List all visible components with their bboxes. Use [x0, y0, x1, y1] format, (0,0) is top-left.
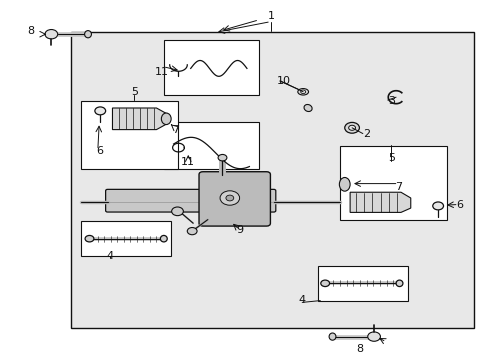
Bar: [339, 146, 447, 220]
FancyBboxPatch shape: [105, 189, 275, 212]
Polygon shape: [349, 192, 410, 212]
Ellipse shape: [84, 31, 91, 38]
Text: 1: 1: [267, 11, 274, 21]
Circle shape: [367, 332, 380, 341]
Bar: [71, 32, 473, 328]
Circle shape: [95, 107, 105, 115]
Bar: [163, 122, 259, 169]
Circle shape: [171, 207, 183, 216]
Circle shape: [432, 202, 443, 210]
Text: 8: 8: [27, 26, 34, 36]
FancyBboxPatch shape: [199, 172, 270, 226]
Text: 4: 4: [298, 294, 305, 305]
Text: 11: 11: [154, 67, 168, 77]
Ellipse shape: [339, 177, 349, 191]
Circle shape: [220, 191, 239, 205]
Text: 2: 2: [363, 129, 369, 139]
Ellipse shape: [297, 89, 308, 95]
Text: 5: 5: [131, 87, 138, 97]
Text: 7: 7: [394, 182, 401, 192]
Polygon shape: [112, 108, 166, 130]
Circle shape: [45, 30, 58, 39]
Circle shape: [218, 154, 226, 161]
Text: 11: 11: [181, 157, 195, 167]
Bar: [317, 266, 407, 301]
Text: 4: 4: [106, 251, 113, 261]
Ellipse shape: [161, 113, 171, 125]
Ellipse shape: [395, 280, 402, 287]
Text: 9: 9: [236, 225, 243, 235]
Bar: [81, 221, 171, 256]
Text: 7: 7: [172, 125, 179, 135]
Text: 10: 10: [276, 76, 290, 86]
Circle shape: [187, 228, 197, 235]
Ellipse shape: [344, 122, 359, 133]
Ellipse shape: [348, 125, 355, 130]
Text: 8: 8: [355, 344, 362, 354]
Text: 5: 5: [387, 153, 394, 163]
Ellipse shape: [304, 104, 311, 112]
Ellipse shape: [160, 235, 167, 242]
Circle shape: [225, 195, 233, 201]
Ellipse shape: [300, 90, 305, 94]
Ellipse shape: [85, 235, 94, 242]
Bar: [81, 101, 178, 169]
Bar: [163, 40, 259, 95]
Text: 3: 3: [387, 96, 394, 106]
Ellipse shape: [328, 333, 335, 340]
Ellipse shape: [320, 280, 329, 287]
Text: 6: 6: [97, 146, 103, 156]
Text: 6: 6: [455, 200, 462, 210]
